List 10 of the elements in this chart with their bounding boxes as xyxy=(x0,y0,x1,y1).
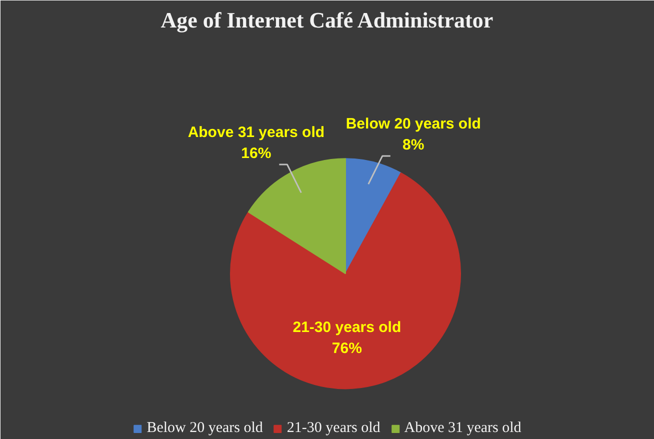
legend-label: Below 20 years old xyxy=(146,420,263,437)
chart-title: Age of Internet Café Administrator xyxy=(160,8,494,32)
legend-label: 21-30 years old xyxy=(286,420,380,437)
slice-label: Below 20 years old xyxy=(346,115,481,132)
data-label: 16% xyxy=(241,144,272,162)
data-label: 76% xyxy=(332,340,362,357)
data-label: 8% xyxy=(402,136,424,154)
legend-label: Above 31 years old xyxy=(404,420,522,437)
slice-label: 21-30 years old xyxy=(292,318,402,336)
slice-label: Above 31 years old xyxy=(188,124,325,141)
